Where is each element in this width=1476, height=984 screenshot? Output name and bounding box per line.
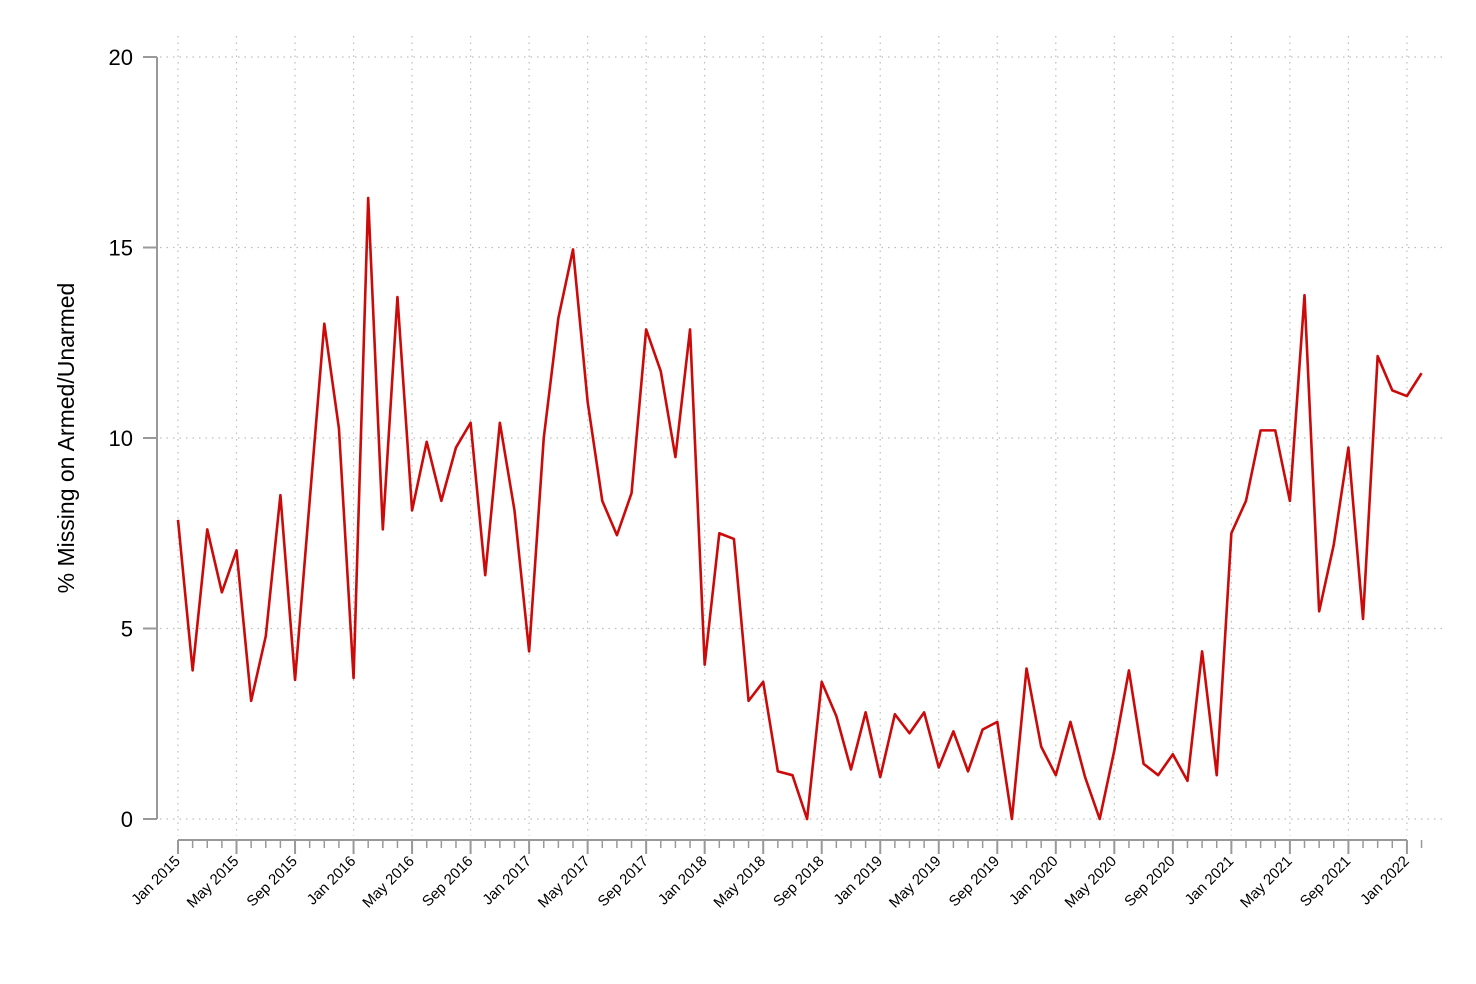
x-tick-label: Jan 2019 (830, 853, 886, 909)
y-ticks: 0 5 10 15 20 (109, 45, 157, 832)
x-tick-label: May 2019 (886, 853, 945, 912)
x-tick-label: Sep 2016 (419, 853, 476, 910)
x-tick-label: Jan 2015 (128, 853, 184, 909)
y-tick-label: 20 (109, 45, 133, 70)
series-line (176, 196, 1423, 821)
x-tick-label: Sep 2015 (243, 853, 300, 910)
x-tick-label: May 2021 (1237, 853, 1296, 912)
y-tick-label: 15 (109, 236, 133, 261)
x-tick-label: Jan 2017 (479, 853, 535, 909)
x-tick-label: Jan 2016 (304, 853, 360, 909)
y-axis-title: % Missing on Armed/Unarmed (53, 283, 79, 594)
grid-lines (160, 36, 1444, 836)
x-tick-label: Jan 2021 (1182, 853, 1238, 909)
x-tick-label: Sep 2017 (595, 853, 652, 910)
x-tick-label: Sep 2021 (1297, 853, 1354, 910)
x-tick-label: Jan 2018 (655, 853, 711, 909)
x-tick-label: Sep 2020 (1121, 853, 1178, 910)
x-tick-label: May 2017 (535, 853, 594, 912)
y-tick-label: 0 (121, 807, 133, 832)
x-tick-label: Sep 2018 (770, 853, 827, 910)
series-group (176, 196, 1423, 821)
x-tick-label: Sep 2019 (946, 853, 1003, 910)
x-tick-label: May 2018 (710, 853, 769, 912)
x-tick-label: Jan 2020 (1006, 853, 1062, 909)
x-tick-label: May 2020 (1062, 853, 1121, 912)
x-tick-label: May 2015 (184, 853, 243, 912)
y-tick-label: 5 (121, 617, 133, 642)
x-tick-label: Jan 2022 (1357, 853, 1413, 909)
x-tick-label: May 2016 (359, 853, 418, 912)
y-tick-label: 10 (109, 426, 133, 451)
x-ticks: Jan 2015 May 2015 Sep 2015 Jan 2016 May 2016… (128, 840, 1423, 912)
